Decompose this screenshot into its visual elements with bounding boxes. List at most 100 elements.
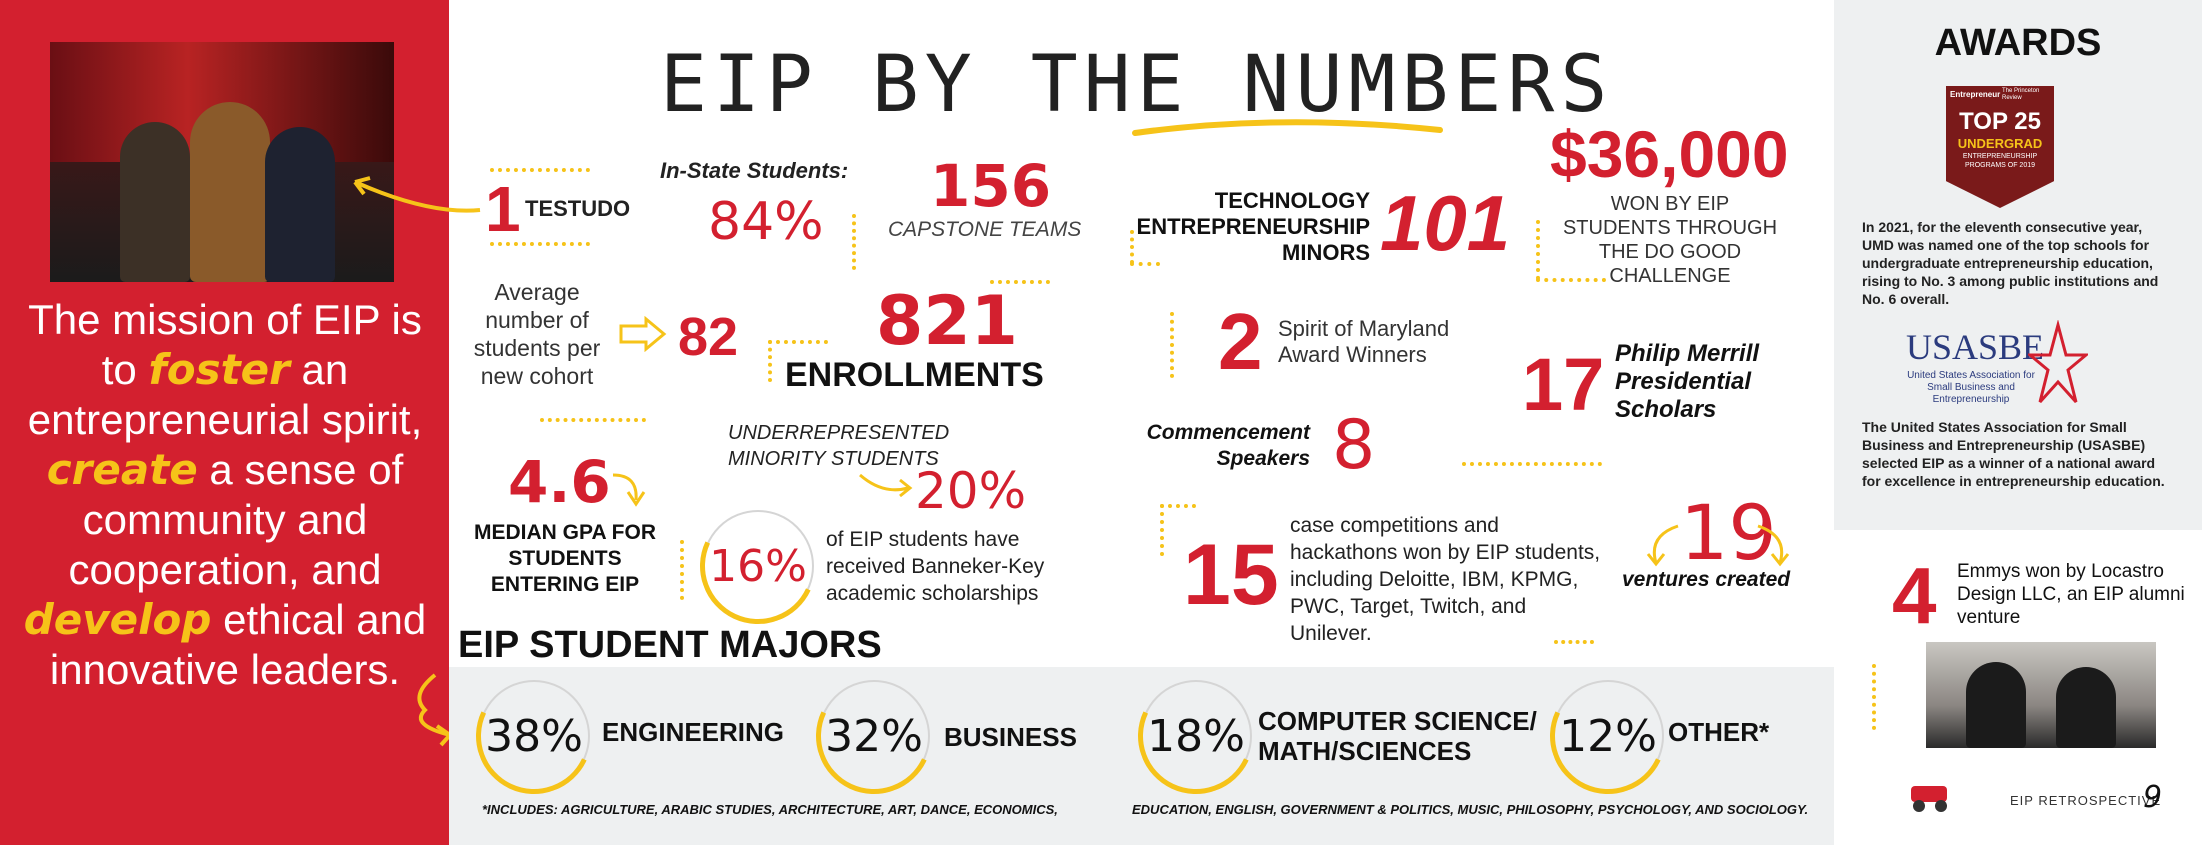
spirit-value: 2	[1218, 297, 1263, 386]
page-number: 9	[2143, 780, 2163, 815]
mission-statement: The mission of EIP is to foster an entre…	[10, 295, 440, 695]
emmys-value: 4	[1892, 551, 1937, 640]
banneker-circle: 16%	[683, 491, 833, 641]
badge-brand-princeton: The Princeton Review	[2002, 88, 2040, 101]
photo-mascot	[190, 102, 270, 282]
ventures-value: 19	[1680, 488, 1777, 577]
major-pct: 38%	[485, 710, 583, 762]
dots-divider	[1536, 278, 1606, 282]
arrow-to-photo-icon	[353, 176, 481, 213]
hollow-arrow-icon	[619, 316, 667, 352]
mission-text-2: an entrepreneurial spirit,	[27, 346, 423, 443]
dots-divider	[1130, 230, 1134, 264]
dots-divider	[540, 418, 646, 422]
cohort-label: Average number of students per new cohor…	[473, 279, 601, 389]
dogood-value: $36,000	[1550, 117, 1789, 191]
testudo-label: TESTUDO	[525, 196, 631, 221]
mission-word-create: create	[46, 445, 198, 494]
mission-word-foster: foster	[148, 345, 290, 394]
footnote-right: EDUCATION, ENGLISH, GOVERNMENT & POLITIC…	[1132, 802, 1809, 817]
dots-divider	[1160, 504, 1196, 508]
bracket-arrow-icon	[417, 673, 452, 747]
major-circle-engineering: 38%	[459, 661, 609, 811]
dogood-label: WON BY EIP STUDENTS THROUGH THE DO GOOD …	[1562, 193, 1778, 287]
mission-text-3: a sense of community and cooperation, an…	[68, 446, 404, 593]
dots-divider	[1130, 262, 1160, 266]
emmys-photo	[1926, 642, 2156, 748]
merrill-label: Philip Merrill Presidential Scholars	[1615, 340, 1760, 423]
dots-divider	[490, 242, 590, 246]
major-circle-cs: 18%	[1121, 661, 1271, 811]
gpa-label: MEDIAN GPA FOR STUDENTS ENTERING EIP	[474, 521, 656, 596]
enroll-value: 821	[876, 282, 1018, 361]
dots-divider	[990, 280, 1050, 284]
instate-value: 84%	[708, 192, 824, 252]
cohort-value: 82	[678, 307, 739, 367]
badge-top25: TOP 25	[1959, 108, 2041, 135]
major-circle-other: 12%	[1533, 661, 1683, 811]
dots-divider	[680, 540, 684, 600]
badge-small: ENTREPRENEURSHIP PROGRAMS OF 2019	[1962, 153, 2038, 169]
banneker-value: 16%	[709, 540, 807, 592]
award-text-1: In 2021, for the eleventh consecutive ye…	[1862, 219, 2159, 307]
photo-person-left	[120, 122, 190, 282]
urm-label: UNDERREPRESENTED MINORITY STUDENTS	[728, 422, 950, 470]
major-circle-business: 32%	[799, 661, 949, 811]
photo-person-left	[1966, 662, 2026, 748]
major-label: BUSINESS	[944, 722, 1077, 752]
usasbe-sub: United States Association for Small Busi…	[1907, 370, 2035, 405]
top25-badge: Entrepreneur The Princeton Review TOP 25…	[1946, 86, 2054, 208]
footer-label: EIP RETROSPECTIVE	[2010, 793, 2162, 808]
badge-brand-entrepreneur: Entrepreneur	[1950, 90, 2001, 99]
case-label: case competitions and hackathons won by …	[1290, 514, 1601, 645]
title-underline-icon	[1132, 119, 1443, 136]
gpa-value: 4.6	[508, 448, 611, 516]
major-pct: 18%	[1147, 710, 1245, 762]
spirit-label: Spirit of Maryland Award Winners	[1278, 316, 1450, 367]
page-title: EIP BY THE NUMBERS	[660, 40, 1614, 130]
commence-label: Commencement Speakers	[1146, 421, 1310, 470]
tech-label: TECHNOLOGY ENTREPRENEURSHIP MINORS	[1136, 188, 1370, 265]
dots-divider	[1872, 664, 1876, 730]
mission-text-1: The mission of EIP is to	[28, 296, 422, 393]
tech-value: 101	[1380, 179, 1511, 267]
ventures-label: ventures created	[1622, 568, 1791, 591]
emmys-label: Emmys won by Locastro Design LLC, an EIP…	[1957, 561, 2185, 628]
testudo-number: 1	[485, 173, 521, 245]
mission-text-4: ethical and innovative leaders.	[49, 596, 427, 693]
dots-divider	[490, 168, 590, 172]
major-label: ENGINEERING	[602, 717, 785, 747]
badge-undergrad: UNDERGRAD	[1957, 136, 2043, 151]
photo-person-right	[265, 127, 335, 282]
capstone-value: 156	[930, 152, 1052, 220]
dots-divider	[1170, 312, 1174, 378]
curved-arrows-icon	[1646, 524, 1790, 567]
merrill-value: 17	[1522, 343, 1605, 426]
circle-arc	[683, 491, 833, 641]
major-label: COMPUTER SCIENCE/ MATH/SCIENCES	[1258, 706, 1537, 766]
curved-arrow-icon	[612, 473, 646, 507]
dots-divider	[768, 340, 772, 382]
photo-person-right	[2056, 667, 2116, 748]
footnote-left: *INCLUDES: AGRICULTURE, ARABIC STUDIES, …	[482, 802, 1058, 817]
usasbe-logo: USASBE	[1906, 327, 2045, 367]
commence-value: 8	[1332, 406, 1376, 485]
testudo-photo	[50, 42, 394, 282]
dots-divider	[768, 340, 828, 344]
majors-heading: EIP STUDENT MAJORS	[458, 624, 882, 666]
awards-heading: AWARDS	[1934, 22, 2102, 64]
award-text-2: The United States Association for Small …	[1862, 419, 2165, 489]
dots-divider	[1536, 220, 1540, 280]
terrapin-car-icon	[1911, 786, 1947, 812]
curved-arrow-icon	[859, 473, 913, 498]
instate-label: In-State Students:	[660, 158, 849, 183]
star-icon	[2028, 320, 2088, 404]
dots-divider	[1462, 462, 1602, 466]
case-value: 15	[1183, 527, 1279, 623]
dots-divider	[1160, 504, 1164, 556]
mission-word-develop: develop	[23, 595, 212, 644]
enroll-label: ENROLLMENTS	[785, 356, 1044, 394]
major-pct: 12%	[1559, 710, 1657, 762]
dots-divider	[852, 214, 856, 270]
banneker-label: of EIP students have received Banneker-K…	[826, 528, 1045, 605]
